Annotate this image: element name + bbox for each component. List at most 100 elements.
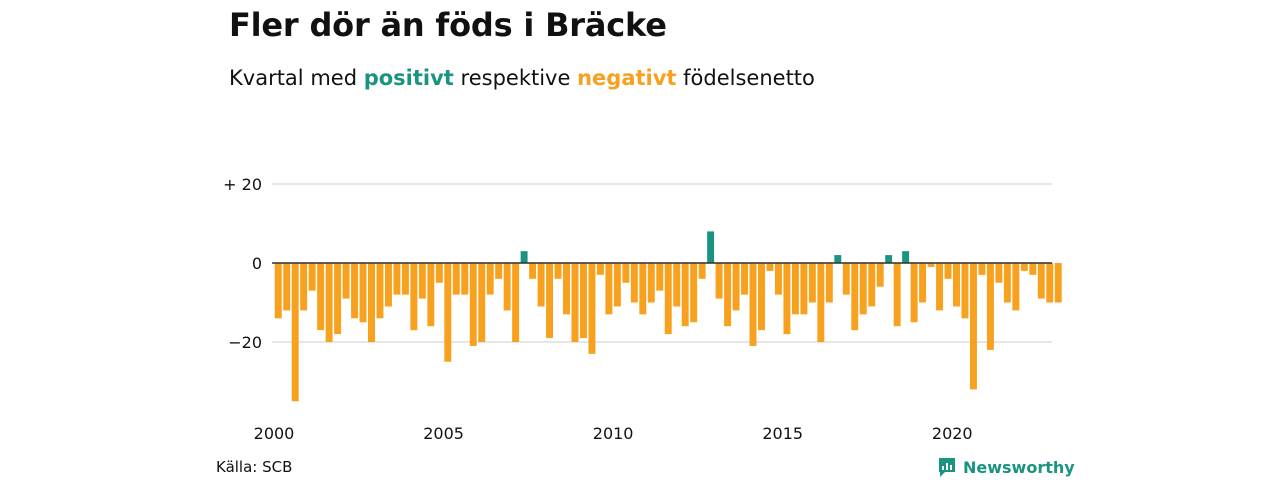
bar-negative <box>808 263 816 303</box>
x-tick-label: 2005 <box>423 424 464 443</box>
bar-negative <box>817 263 825 342</box>
bar-negative <box>690 263 698 323</box>
bar-negative <box>546 263 554 339</box>
bar-negative <box>1020 263 1028 271</box>
bar-negative <box>571 263 579 342</box>
bar-negative <box>1029 263 1037 275</box>
bar-negative <box>478 263 486 342</box>
bar-negative <box>368 263 375 342</box>
bar-negative <box>953 263 960 307</box>
axis-layer: + 20 0 −20 2000 2005 2010 2015 2020 <box>223 175 1052 443</box>
bar-positive <box>520 251 528 263</box>
bar-negative <box>401 263 409 295</box>
bar-negative <box>605 263 613 315</box>
bar-negative <box>936 263 944 311</box>
bar-negative <box>512 263 520 342</box>
bar-negative <box>529 263 537 279</box>
bar-negative <box>325 263 333 342</box>
bar-negative <box>868 263 876 307</box>
bar-positive <box>902 251 910 263</box>
subtitle-negative-word: negativt <box>577 66 677 90</box>
bar-negative <box>334 263 342 335</box>
bar-negative <box>825 263 833 303</box>
subtitle-suffix: födelsenetto <box>683 66 815 90</box>
x-tick-label: 2000 <box>254 424 295 443</box>
bar-negative <box>503 263 511 311</box>
chart-title: Fler dör än föds i Bräcke <box>229 6 667 44</box>
bar-negative <box>376 263 384 319</box>
bar-negative <box>791 263 799 315</box>
bar-negative <box>1012 263 1020 311</box>
bar-negative <box>418 263 426 299</box>
bar-negative <box>274 263 282 319</box>
bar-negative <box>910 263 918 323</box>
bar-negative <box>588 263 596 354</box>
bar-negative <box>639 263 647 315</box>
bar-negative <box>749 263 757 346</box>
bar-negative <box>427 263 435 327</box>
bar-negative <box>724 263 732 327</box>
bar-negative <box>1046 263 1054 303</box>
bar-negative <box>774 263 782 295</box>
bar-negative <box>969 263 977 390</box>
bar-negative <box>579 263 587 339</box>
bar-negative <box>758 263 765 331</box>
bar-negative <box>563 263 570 315</box>
bar-negative <box>1054 263 1062 303</box>
bar-negative <box>452 263 460 295</box>
bar-negative <box>435 263 443 283</box>
bar-negative <box>656 263 664 291</box>
bar-negative <box>800 263 808 315</box>
brand-name: Newsworthy <box>963 457 1075 477</box>
subtitle-positive-word: positivt <box>363 66 454 90</box>
bar-negative <box>851 263 859 331</box>
bar-negative <box>283 263 291 311</box>
bar-negative <box>486 263 494 295</box>
bar-positive <box>885 255 893 263</box>
bar-negative <box>698 263 706 279</box>
bar-negative <box>537 263 545 307</box>
brand-logo: Newsworthy <box>937 456 1075 478</box>
y-tick-label: 0 <box>252 254 262 273</box>
bar-negative <box>384 263 392 307</box>
bar-negative <box>351 263 359 319</box>
subtitle-middle: respektive <box>460 66 571 90</box>
bar-positive <box>834 255 842 263</box>
bar-negative <box>1037 263 1045 299</box>
bar-negative <box>978 263 986 275</box>
bar-negative <box>622 263 630 283</box>
bar-negative <box>664 263 672 335</box>
bar-negative <box>766 263 774 271</box>
bar-negative <box>783 263 791 335</box>
y-tick-label: −20 <box>228 333 262 352</box>
bar-negative <box>741 263 749 295</box>
x-tick-label: 2020 <box>932 424 973 443</box>
bar-negative <box>596 263 604 275</box>
bar-negative <box>495 263 503 279</box>
bar-negative <box>944 263 952 279</box>
bar-negative <box>673 263 681 307</box>
bar-negative <box>308 263 316 291</box>
bar-negative <box>630 263 638 303</box>
bar-negative <box>842 263 850 295</box>
bar-negative <box>681 263 689 327</box>
bar-negative <box>927 263 935 267</box>
bar-negative <box>300 263 308 311</box>
bar-negative <box>444 263 452 362</box>
bar-positive <box>707 231 715 263</box>
bar-negative <box>1003 263 1011 303</box>
bar-negative <box>995 263 1003 283</box>
bar-negative <box>410 263 418 331</box>
chart-subtitle: Kvartal med positivt respektive negativt… <box>229 66 815 90</box>
bar-negative <box>317 263 325 331</box>
bar-negative <box>647 263 655 303</box>
bar-negative <box>613 263 621 307</box>
bar-negative <box>876 263 884 287</box>
bar-negative <box>461 263 469 295</box>
bar-chart-icon <box>939 458 955 477</box>
bar-negative <box>393 263 401 295</box>
bar-negative <box>893 263 901 327</box>
bar-layer <box>274 231 1062 402</box>
bar-negative <box>469 263 477 346</box>
